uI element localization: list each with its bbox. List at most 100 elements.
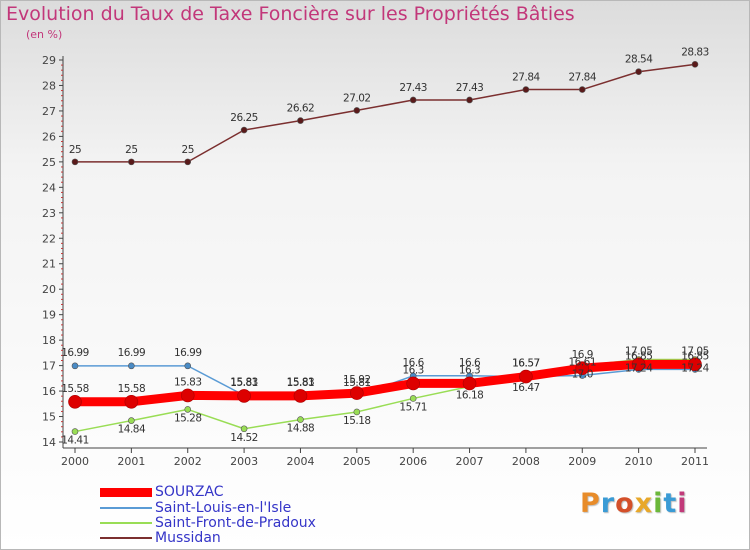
- y-tick-label: 20: [42, 283, 56, 296]
- chart-axes: 14 15 16 17 18 19 20 21 22 23 24 25 26 27 28 29 2000 2001…: [42, 54, 709, 468]
- data-point-mussidan: [635, 68, 642, 76]
- data-label-saint_front: 15.18: [343, 415, 371, 427]
- data-point-sourzac: [68, 394, 82, 409]
- data-label-mussidan: 25: [182, 144, 194, 156]
- legend-label: Saint-Front-de-Pradoux: [155, 515, 316, 531]
- x-tick-label: 2004: [286, 455, 314, 468]
- data-label-saint_louis: 16.85: [625, 350, 653, 362]
- data-point-mussidan: [71, 158, 79, 166]
- data-label-saint_louis: 15.81: [343, 377, 371, 389]
- data-point-mussidan: [466, 96, 473, 104]
- y-tick-label: 26: [42, 130, 56, 143]
- data-point-sourzac: [350, 386, 364, 400]
- x-tick-label: 2003: [230, 455, 258, 468]
- chart-title: Evolution du Taux de Taxe Foncière sur l…: [6, 3, 575, 25]
- data-point-saint_front: [71, 428, 79, 435]
- data-label-saint_louis: 16.6: [459, 357, 481, 369]
- data-label-mussidan: 27.84: [568, 72, 596, 84]
- y-tick-label: 19: [42, 309, 56, 322]
- y-tick-label: 18: [42, 334, 56, 347]
- data-label-saint_front: 16.47: [512, 382, 540, 394]
- data-point-mussidan: [578, 86, 586, 93]
- y-tick-label: 24: [42, 181, 56, 194]
- data-label-saint_front: 14.88: [287, 423, 315, 435]
- y-tick-label: 14: [42, 436, 56, 449]
- data-label-mussidan: 26.25: [230, 112, 258, 124]
- data-label-sourzac: 16.3: [402, 364, 423, 376]
- data-label-sourzac: 16.9: [572, 349, 593, 361]
- data-point-sourzac: [406, 376, 420, 391]
- data-label-saint_front: 14.52: [230, 432, 258, 444]
- y-tick-label: 23: [42, 207, 56, 220]
- legend-item-saint-front: Saint-Front-de-Pradoux: [100, 515, 316, 531]
- data-label-mussidan: 27.43: [399, 82, 427, 94]
- data-label-saint_louis: 16.85: [681, 350, 709, 362]
- data-label-sourzac: 17.05: [681, 345, 709, 357]
- data-label-sourzac: 16.3: [459, 364, 480, 376]
- data-point-mussidan: [691, 61, 699, 68]
- data-label-saint_front: 15.28: [174, 412, 202, 424]
- data-label-mussidan: 25: [125, 144, 137, 156]
- data-point-mussidan: [184, 158, 192, 166]
- data-point-sourzac: [519, 369, 533, 384]
- data-point-mussidan: [522, 86, 530, 93]
- data-point-saint_front: [297, 416, 304, 423]
- data-point-saint_front: [128, 417, 135, 424]
- y-tick-label: 27: [42, 105, 56, 118]
- data-point-saint_front: [353, 408, 361, 416]
- data-label-saint_front: 17.24: [625, 362, 653, 374]
- series-line-sourzac: [70, 359, 700, 407]
- line-swatch-icon: [100, 507, 152, 509]
- data-label-sourzac: 15.81: [287, 377, 315, 389]
- data-label-mussidan: 27.43: [456, 82, 484, 94]
- thick-line-swatch-icon: [100, 487, 152, 497]
- data-point-mussidan: [409, 96, 417, 104]
- data-point-mussidan: [353, 107, 361, 114]
- data-label-mussidan: 25: [69, 144, 81, 156]
- x-tick-label: 2002: [174, 455, 202, 468]
- data-label-sourzac: 16.57: [512, 358, 540, 370]
- data-point-saint_louis: [128, 362, 135, 370]
- legend-item-sourzac: SOURZAC: [100, 484, 224, 500]
- data-label-saint_louis: 16.6: [402, 357, 424, 369]
- data-point-sourzac: [237, 389, 251, 403]
- data-point-saint_front: [409, 395, 417, 402]
- data-label-saint_front: 14.41: [61, 435, 89, 447]
- x-tick-label: 2000: [61, 455, 89, 468]
- data-label-mussidan: 27.84: [512, 72, 540, 84]
- y-tick-label: 29: [42, 54, 56, 67]
- data-label-saint_front: 16.18: [456, 389, 484, 401]
- data-label-saint_louis: 16.57: [512, 358, 540, 370]
- data-point-saint_front: [184, 406, 192, 413]
- data-point-sourzac: [631, 357, 646, 372]
- data-label-mussidan: 28.54: [625, 54, 653, 66]
- x-tick-label: 2008: [512, 455, 540, 468]
- data-point-saint_louis: [184, 362, 192, 370]
- x-tick-label: 2007: [456, 455, 484, 468]
- series-line-mussidan: [74, 63, 696, 163]
- data-point-mussidan: [128, 158, 135, 166]
- data-point-saint_louis: [71, 362, 79, 370]
- chart-unit-label: (en %): [26, 28, 63, 41]
- data-label-saint_louis: 16.99: [118, 347, 146, 359]
- data-label-saint_louis: 16.61: [568, 357, 596, 369]
- y-tick-label: 16: [42, 385, 56, 398]
- y-tick-label: 15: [42, 411, 56, 424]
- data-point-sourzac: [462, 376, 477, 391]
- data-point-mussidan: [297, 117, 304, 124]
- x-tick-label: 2011: [681, 455, 709, 468]
- y-tick-label: 17: [42, 360, 56, 373]
- legend-label: SOURZAC: [155, 484, 224, 500]
- data-label-saint_louis: 16.99: [174, 347, 202, 359]
- data-label-saint_front: 14.84: [118, 424, 146, 436]
- data-label-saint_louis: 16.99: [61, 347, 89, 359]
- data-point-sourzac: [688, 357, 702, 372]
- line-swatch-icon: [100, 537, 152, 539]
- data-point-sourzac: [124, 394, 139, 409]
- legend-label: Mussidan: [155, 530, 221, 546]
- data-label-saint_front: 17.24: [681, 362, 709, 374]
- data-label-sourzac: 15.92: [343, 374, 371, 386]
